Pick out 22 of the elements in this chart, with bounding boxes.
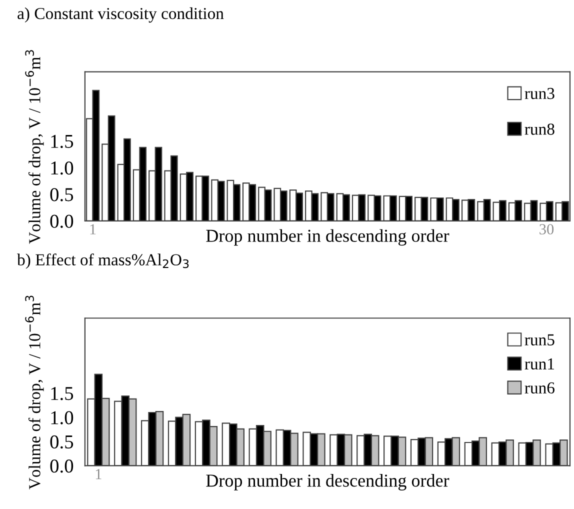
chart-title: a) Constant viscosity condition bbox=[18, 7, 224, 23]
x-tick-label: 1 bbox=[90, 224, 96, 234]
legend-label: run5 bbox=[524, 334, 554, 346]
x-tick-label: 30 bbox=[540, 224, 554, 234]
y-tick-label: 1.0 bbox=[51, 411, 74, 424]
y-axis-title: Volume of drop, V / 10$^{−6}$m$^{3}$ bbox=[25, 50, 44, 244]
y-tick-label: 1.5 bbox=[51, 387, 74, 400]
y-tick-label: 0.0 bbox=[50, 214, 74, 228]
legend-label: run3 bbox=[524, 88, 554, 100]
y-axis-title: Volume of drop, V / 10$^{−6}$m$^{3}$ bbox=[25, 296, 44, 490]
y-tick-label: 1.0 bbox=[51, 161, 74, 175]
y-tick-label: 0.5 bbox=[50, 188, 74, 202]
y-tick-label: 1.5 bbox=[51, 134, 74, 148]
legend-label: run6 bbox=[524, 382, 554, 394]
legend-label: run8 bbox=[524, 124, 554, 135]
legend-label: run1 bbox=[524, 358, 554, 370]
x-axis-title: Drop number in descending order bbox=[206, 229, 450, 246]
chart-title: b) Effect of mass%Al$_{2}$O$_{3}$ bbox=[17, 254, 189, 269]
y-tick-label: 0.5 bbox=[50, 435, 74, 449]
x-axis-title: Drop number in descending order bbox=[206, 474, 450, 490]
x-tick-label: 1 bbox=[96, 469, 102, 480]
y-tick-label: 0.0 bbox=[50, 460, 74, 473]
